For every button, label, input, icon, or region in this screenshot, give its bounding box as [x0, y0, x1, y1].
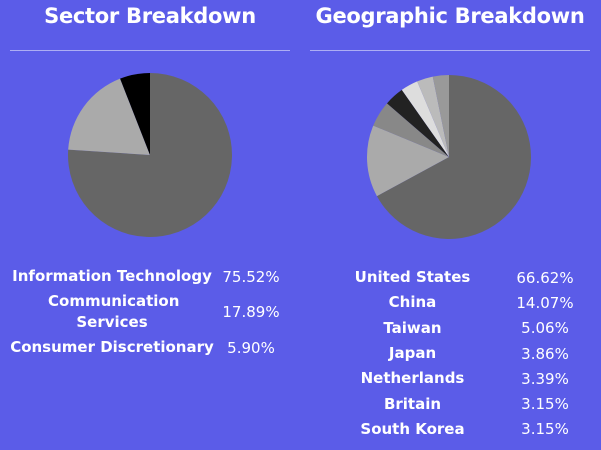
- category-label: Britain: [383, 394, 442, 413]
- pie-slice: [373, 103, 449, 157]
- pie-slice: [367, 125, 449, 197]
- category-label: Communication Services: [48, 292, 180, 331]
- value-label: 66.62%: [516, 268, 574, 287]
- section-title: Sector Breakdown: [44, 4, 256, 28]
- category-label: United States: [354, 268, 471, 287]
- category-label: South Korea: [360, 419, 465, 438]
- pie-slice: [417, 76, 449, 157]
- divider: [310, 50, 590, 51]
- value-label: 5.90%: [227, 338, 275, 357]
- section-title: Geographic Breakdown: [315, 4, 585, 28]
- category-label: Taiwan: [383, 318, 442, 337]
- value-label: 75.52%: [222, 267, 280, 286]
- value-label: 3.39%: [521, 369, 569, 388]
- pie-slice: [68, 78, 150, 155]
- value-label: 3.15%: [521, 395, 569, 414]
- divider: [10, 50, 290, 51]
- pie-slice: [376, 75, 531, 239]
- pie-slice: [432, 75, 449, 157]
- category-label: Consumer Discretionary: [10, 338, 214, 356]
- pie-slice: [401, 81, 449, 157]
- category-label: Netherlands: [360, 369, 465, 388]
- pie-slice: [386, 89, 449, 157]
- value-label: 14.07%: [516, 293, 574, 312]
- legend-table: United States 66.62% China 14.07% Taiwan 5.06…: [340, 265, 601, 442]
- value-label: 3.86%: [521, 344, 569, 363]
- pie-slice: [120, 73, 150, 155]
- category-label: China: [388, 293, 437, 312]
- value-label: 3.15%: [521, 420, 569, 439]
- value-label: 17.89%: [222, 303, 280, 321]
- category-label: Information Technology: [12, 267, 212, 285]
- legend-table: Information Technology 75.52% Communicatio…: [8, 266, 286, 358]
- category-label: Japan: [388, 344, 437, 363]
- value-label: 5.06%: [521, 319, 569, 338]
